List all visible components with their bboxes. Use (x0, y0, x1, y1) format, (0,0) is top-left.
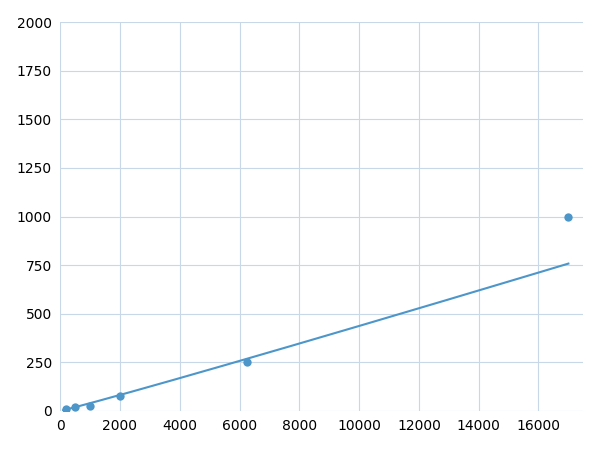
Point (70, 404, 80, 411)
Point (563, 213, 573, 220)
Point (85, 403, 95, 410)
Point (115, 393, 125, 400)
Point (61, 405, 71, 413)
Point (242, 359, 252, 366)
